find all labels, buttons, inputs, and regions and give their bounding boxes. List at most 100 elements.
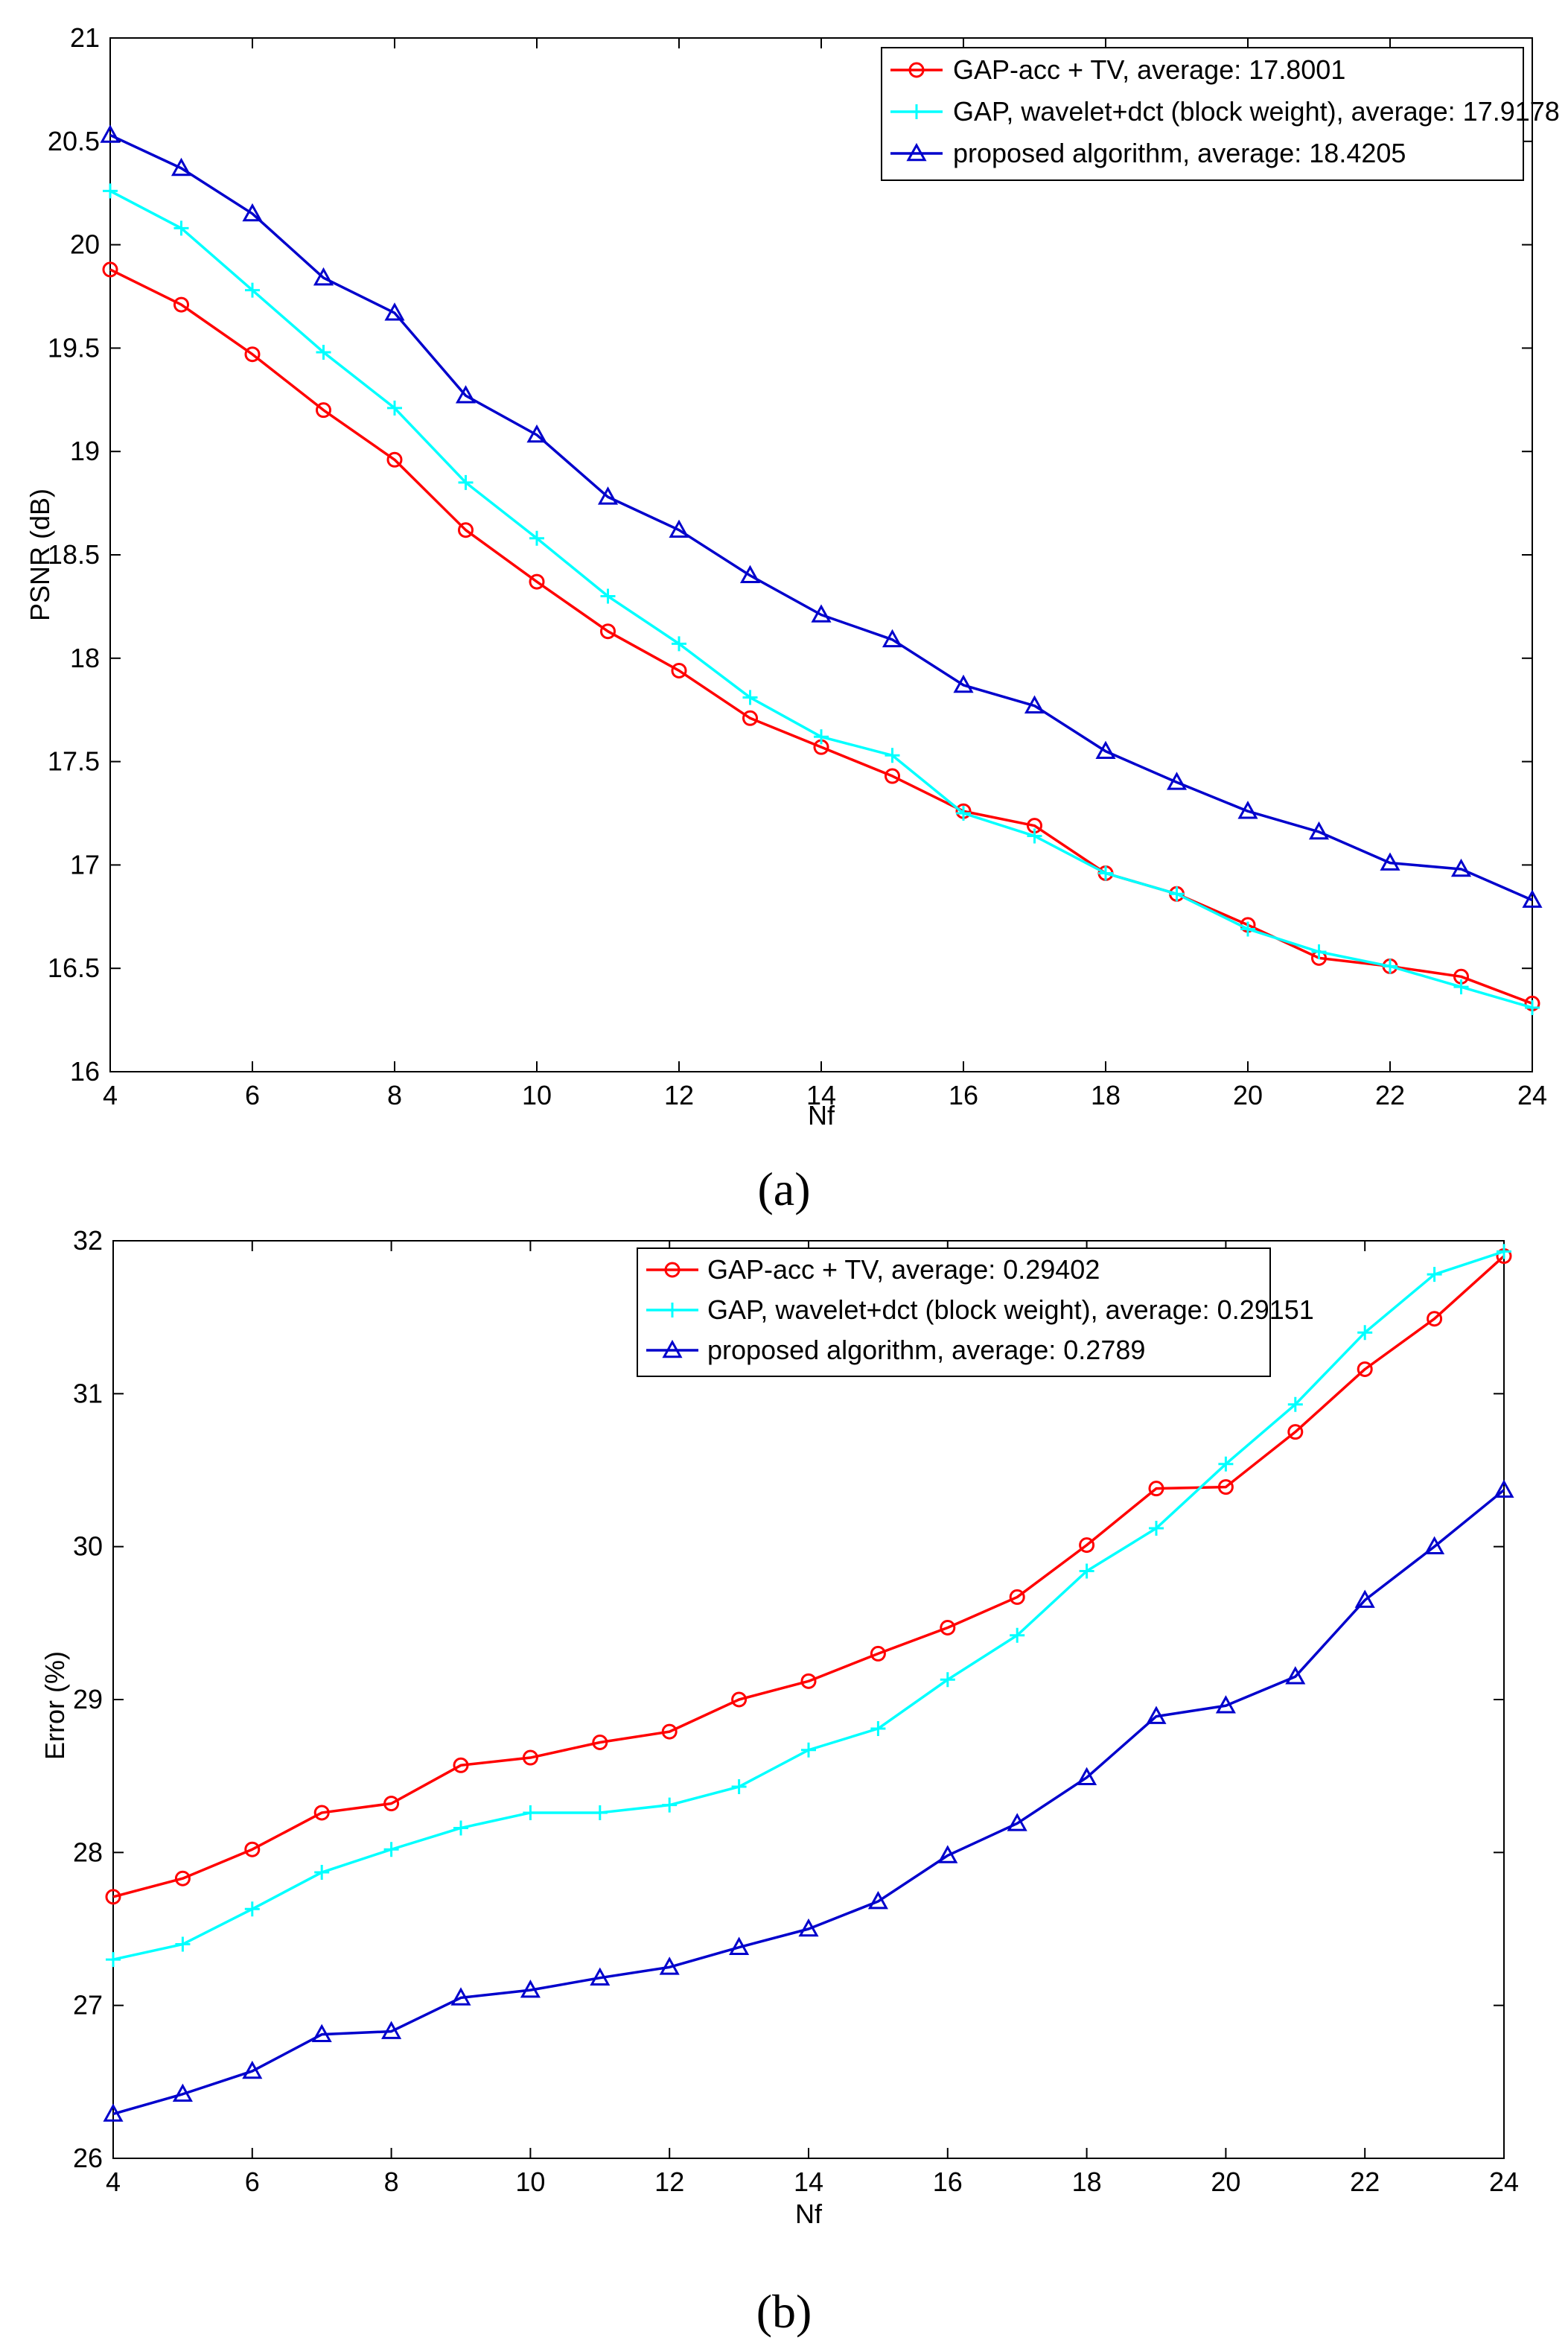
data-point [245,282,260,298]
data-point [103,183,118,199]
y-tick-label-b: 27 [73,1990,103,2021]
data-point [313,1805,330,1821]
data-point [662,1797,678,1813]
data-point [244,1841,261,1857]
x-tick-label-a: 4 [103,1080,118,1110]
x-tick-label-a: 18 [1091,1080,1121,1110]
data-point [174,1870,191,1886]
data-point [1079,1563,1094,1579]
series-plus-b [106,1244,1511,1968]
legend-entry: GAP, wavelet+dct (block weight), average… [890,96,1560,127]
data-point [885,748,900,763]
data-point [1522,889,1543,908]
plot-frame-a [109,37,1533,1072]
data-point [458,522,474,538]
x-tick-label-b: 24 [1489,2167,1519,2197]
legend-marker [664,1262,681,1278]
data-point [1166,772,1188,790]
data-point [1357,1361,1373,1377]
data-point [1024,695,1045,713]
legend-a: GAP-acc + TV, average: 17.8001 GAP, wavel… [881,47,1560,181]
x-tick-label-b: 10 [515,2167,545,2197]
data-point [1380,852,1400,871]
data-point [387,400,402,416]
x-tick-label-b: 6 [245,2167,260,2197]
data-point [669,519,689,538]
data-point [455,385,477,404]
data-point [384,302,405,321]
data-point [1169,886,1185,902]
data-point [244,1901,260,1917]
data-point [529,530,544,546]
data-point [882,629,903,648]
y-tick-label-a: 20 [70,229,100,260]
data-point [672,636,686,652]
series-line [109,268,1533,1005]
y-tick-label-b: 30 [73,1531,103,1562]
data-point [731,1691,748,1708]
data-point [590,1967,611,1986]
data-point [1217,1479,1234,1495]
x-tick-label-b: 4 [106,2167,121,2197]
data-point [520,1980,541,1998]
data-point [661,1723,678,1740]
legend-entry: GAP-acc + TV, average: 0.29402 [646,1254,1100,1285]
data-point [811,604,832,623]
data-point [937,1845,958,1863]
y-tick-label-b: 26 [73,2143,103,2173]
x-tick-label-b: 14 [794,2167,823,2197]
x-axis-label-a: Nf [808,1100,835,1131]
x-tick-label-a: 22 [1375,1080,1405,1110]
y-tick-label-a: 16.5 [48,953,100,983]
data-point [316,344,331,360]
tick-marks-a [109,37,1533,1072]
legend-label: GAP-acc + TV, average: 17.8001 [953,54,1345,85]
data-point [671,662,687,678]
data-point [1450,858,1472,877]
data-point [1453,979,1469,995]
x-tick-label-a: 20 [1233,1080,1263,1110]
data-point [526,424,547,443]
y-tick-label-a: 18.5 [48,539,100,570]
legend-entry: GAP-acc + TV, average: 17.8001 [890,54,1345,85]
y-tick-label-a: 21 [70,22,100,53]
data-point [742,690,758,705]
legend-box-a [881,47,1524,181]
y-tick-labels-b: 26 27 28 29 30 31 32 [73,1225,103,2173]
data-point [1308,821,1330,840]
legend-entry: GAP, wavelet+dct (block weight), average… [646,1294,1314,1325]
chart-panel-a: 4 6 8 10 12 14 16 18 20 22 24 16 16.5 17 17.5 18 18.5 19… [25,22,1560,1215]
data-point [458,474,474,490]
data-point [956,806,971,821]
data-point [800,1673,817,1689]
data-point [731,1779,747,1795]
y-tick-label-a: 20.5 [48,126,100,156]
data-point [739,565,761,584]
data-point [1383,959,1398,974]
x-tick-label-b: 16 [933,2167,963,2197]
x-tick-label-a: 6 [245,1080,260,1110]
data-point [1427,1311,1443,1327]
data-point [106,1952,121,1968]
data-point [450,1987,471,2006]
data-point [100,124,121,143]
data-point [867,1890,888,1910]
data-point [885,768,900,784]
y-tick-label-a: 17.5 [48,746,100,777]
data-point [242,203,263,222]
data-point [453,1820,468,1836]
series-plus-a [103,183,1540,1015]
y-axis-label-a: PSNR (dB) [25,489,55,621]
y-tick-label-a: 17 [70,849,100,880]
y-axis-label-b: Error (%) [39,1651,70,1760]
legend-label: GAP, wavelet+dct (block weight), average… [953,96,1560,127]
data-point [592,1805,608,1820]
data-point [242,2060,263,2079]
data-point [1424,1536,1445,1554]
panel-label-a: (a) [757,1163,810,1215]
legend-marker [909,104,924,119]
data-point [801,1742,816,1758]
data-point [175,1936,191,1952]
data-point [1494,1479,1514,1498]
